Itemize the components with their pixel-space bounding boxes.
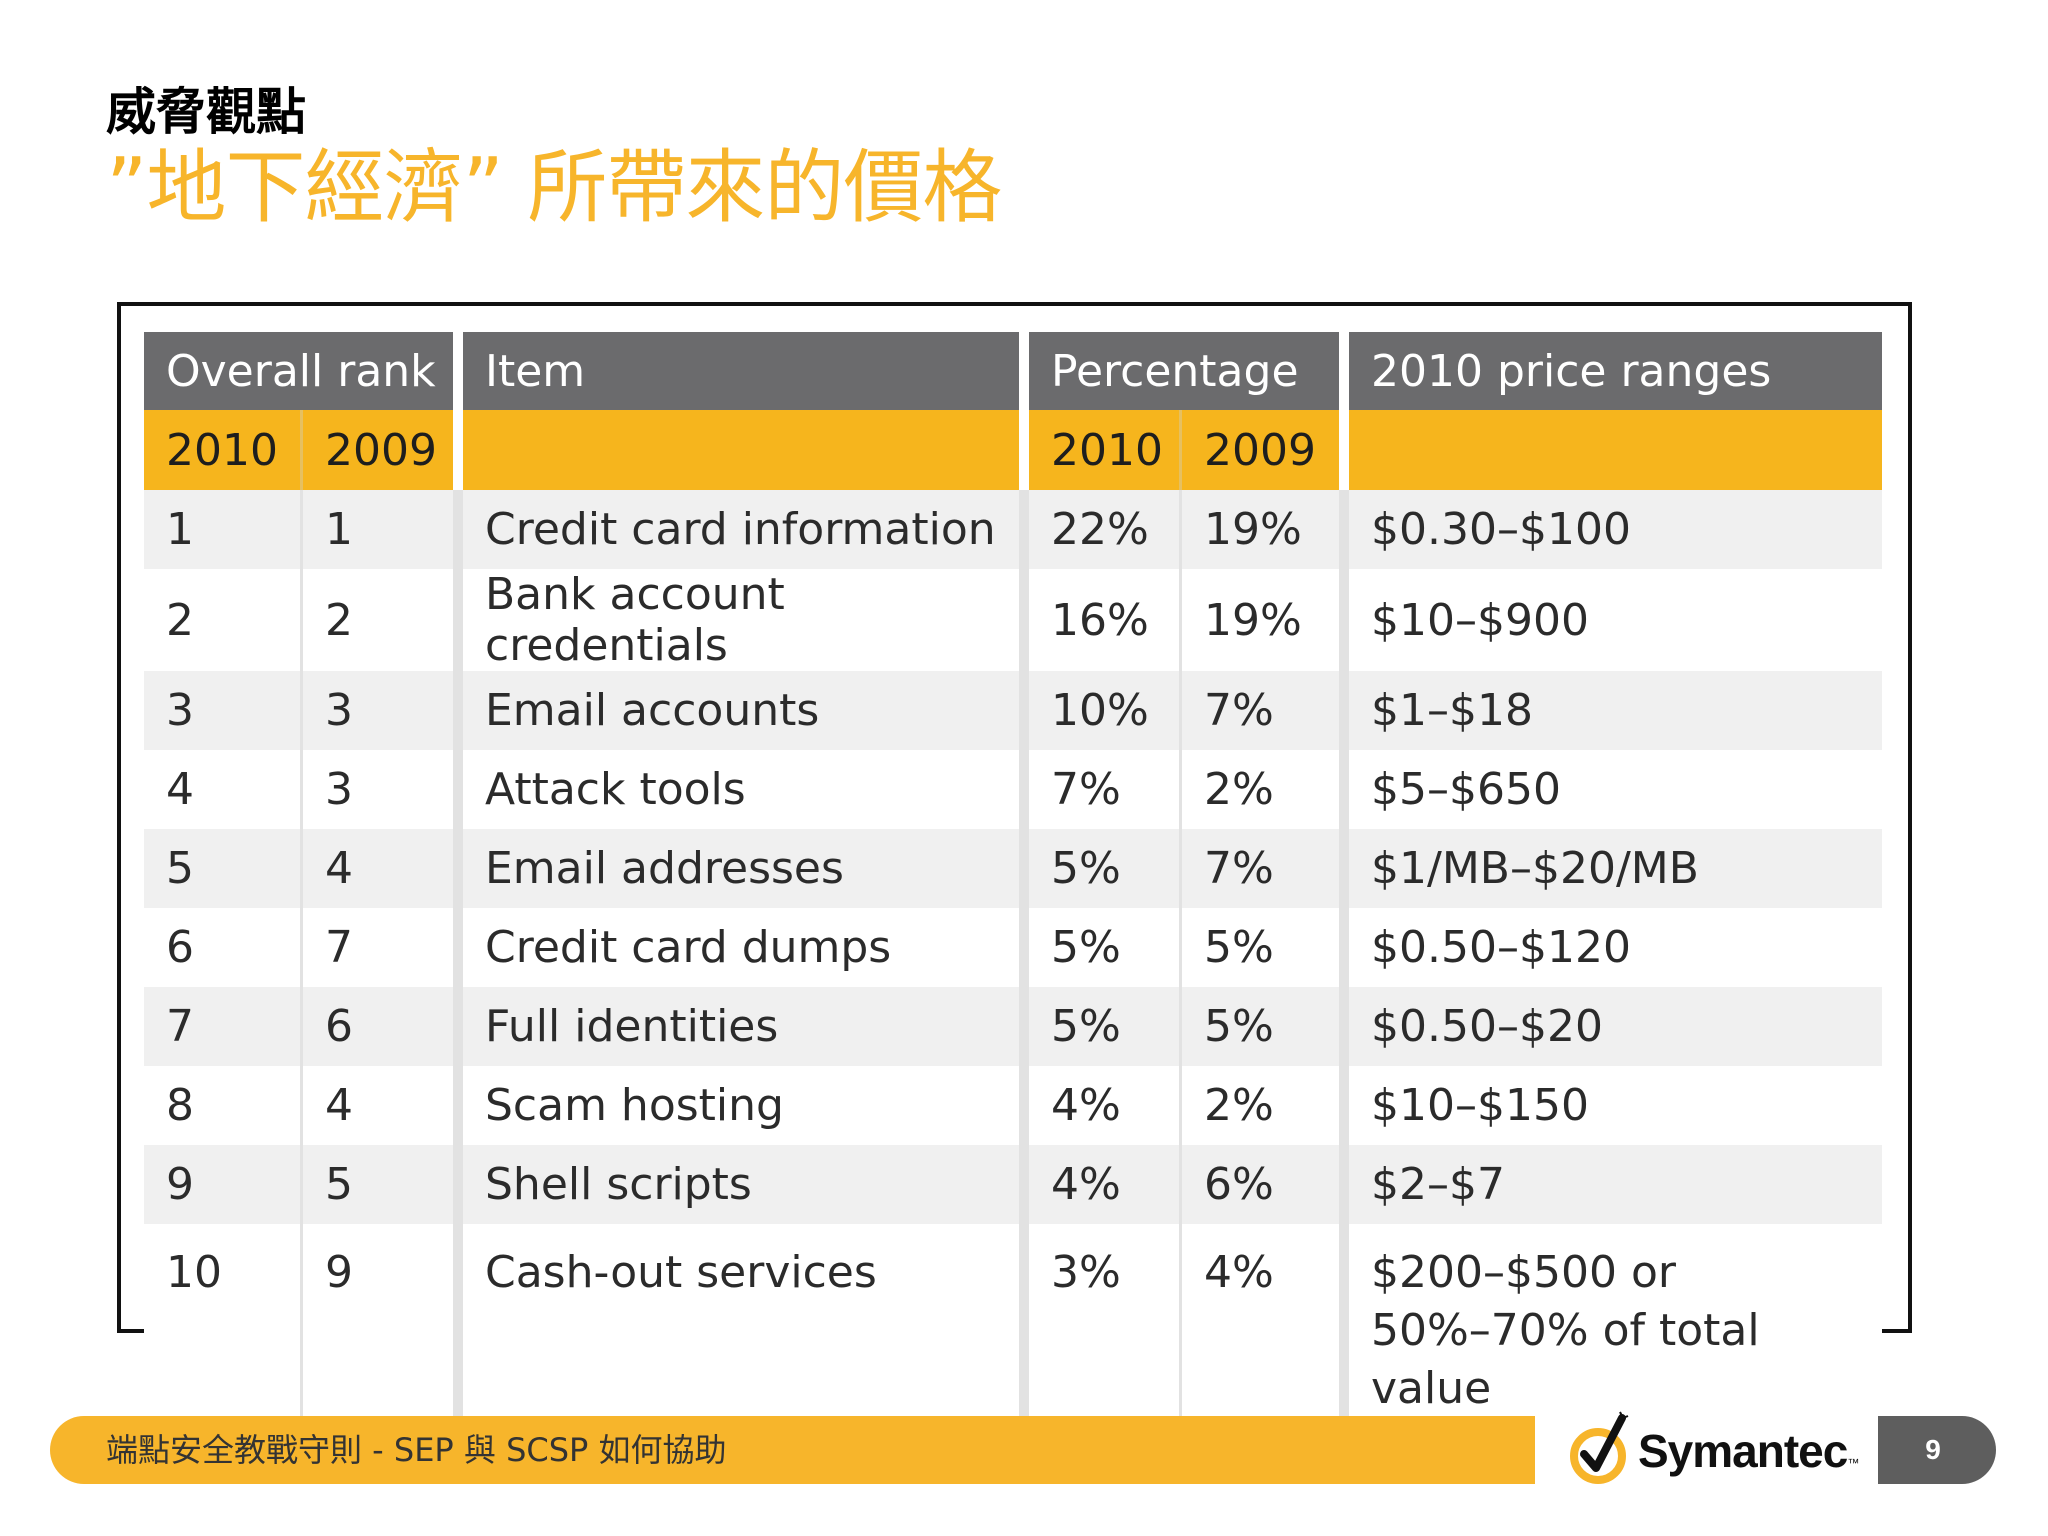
header-item: Item bbox=[453, 332, 1019, 410]
rank-2009-cell: 1 bbox=[300, 490, 453, 569]
rank-2010-cell: 6 bbox=[144, 908, 300, 987]
price-range-cell: $1–$18 bbox=[1339, 671, 1882, 750]
year-pct-2010: 2010 bbox=[1019, 410, 1179, 490]
footer-text: 端點安全教戰守則 - SEP 與 SCSP 如何協助 bbox=[106, 1431, 727, 1469]
pct-2009-cell: 2% bbox=[1179, 750, 1339, 829]
rank-2009-cell: 3 bbox=[300, 671, 453, 750]
rank-2009-cell: 2 bbox=[300, 569, 453, 671]
rank-2009-cell: 4 bbox=[300, 829, 453, 908]
table-row: 10 9 Cash-out services 3% 4% $200–$500 or 50%–… bbox=[144, 1224, 1882, 1418]
year-price-blank bbox=[1339, 410, 1882, 490]
price-range-cell: $5–$650 bbox=[1339, 750, 1882, 829]
rank-2010-cell: 2 bbox=[144, 569, 300, 671]
pct-2010-cell: 4% bbox=[1019, 1145, 1179, 1224]
rank-2009-cell: 9 bbox=[300, 1224, 453, 1418]
price-range-cell: $0.30–$100 bbox=[1339, 490, 1882, 569]
rank-2010-cell: 3 bbox=[144, 671, 300, 750]
price-range-cell: $0.50–$120 bbox=[1339, 908, 1882, 987]
pct-2009-cell: 19% bbox=[1179, 490, 1339, 569]
price-range-line: $200–$500 or bbox=[1371, 1247, 1676, 1298]
rank-2009-cell: 7 bbox=[300, 908, 453, 987]
item-cell: Scam hosting bbox=[453, 1066, 1019, 1145]
price-table: Overall rank Item Percentage 2010 price … bbox=[144, 332, 1882, 1418]
slide-title: ”地下經濟” 所帶來的價格 bbox=[106, 141, 1002, 234]
rank-2010-cell: 7 bbox=[144, 987, 300, 1066]
symantec-logo: Symantec™ bbox=[1568, 1410, 1859, 1490]
year-rank-2010: 2010 bbox=[144, 410, 300, 490]
table-year-row: 2010 2009 2010 2009 bbox=[144, 410, 1882, 490]
page-number: 9 bbox=[1925, 1434, 1941, 1465]
pct-2010-cell: 5% bbox=[1019, 829, 1179, 908]
table-row: 9 5 Shell scripts 4% 6% $2–$7 bbox=[144, 1145, 1882, 1224]
pct-2009-cell: 5% bbox=[1179, 987, 1339, 1066]
table-row: 2 2 Bank account credentials 16% 19% $10–$900 bbox=[144, 569, 1882, 671]
pct-2010-cell: 5% bbox=[1019, 908, 1179, 987]
rank-2009-cell: 3 bbox=[300, 750, 453, 829]
page-number-tab: 9 bbox=[1878, 1416, 1996, 1484]
item-cell: Email addresses bbox=[453, 829, 1019, 908]
item-cell: Full identities bbox=[453, 987, 1019, 1066]
item-cell: Bank account credentials bbox=[453, 569, 1019, 671]
price-range-cell: $10–$900 bbox=[1339, 569, 1882, 671]
header-price-ranges: 2010 price ranges bbox=[1339, 332, 1882, 410]
item-cell: Credit card information bbox=[453, 490, 1019, 569]
slide-heading: 威脅觀點 bbox=[106, 83, 306, 141]
pct-2010-cell: 3% bbox=[1019, 1224, 1179, 1418]
table-row: 5 4 Email addresses 5% 7% $1/MB–$20/MB bbox=[144, 829, 1882, 908]
price-range-cell: $1/MB–$20/MB bbox=[1339, 829, 1882, 908]
footer-bar bbox=[50, 1416, 1535, 1484]
table-body: 1 1 Credit card information 22% 19% $0.30–$10… bbox=[144, 490, 1882, 1418]
price-range-cell: $10–$150 bbox=[1339, 1066, 1882, 1145]
pct-2009-cell: 5% bbox=[1179, 908, 1339, 987]
item-cell: Cash-out services bbox=[453, 1224, 1019, 1418]
pct-2009-cell: 7% bbox=[1179, 829, 1339, 908]
header-overall-rank: Overall rank bbox=[144, 332, 453, 410]
pct-2009-cell: 6% bbox=[1179, 1145, 1339, 1224]
item-cell: Credit card dumps bbox=[453, 908, 1019, 987]
table-row: 6 7 Credit card dumps 5% 5% $0.50–$120 bbox=[144, 908, 1882, 987]
price-range-cell: $2–$7 bbox=[1339, 1145, 1882, 1224]
rank-2009-cell: 4 bbox=[300, 1066, 453, 1145]
table-row: 3 3 Email accounts 10% 7% $1–$18 bbox=[144, 671, 1882, 750]
pct-2010-cell: 16% bbox=[1019, 569, 1179, 671]
table-row: 1 1 Credit card information 22% 19% $0.30–$10… bbox=[144, 490, 1882, 569]
table-header-row: Overall rank Item Percentage 2010 price … bbox=[144, 332, 1882, 410]
rank-2009-cell: 5 bbox=[300, 1145, 453, 1224]
pct-2009-cell: 19% bbox=[1179, 569, 1339, 671]
year-item-blank bbox=[453, 410, 1019, 490]
item-cell: Attack tools bbox=[453, 750, 1019, 829]
table-row: 7 6 Full identities 5% 5% $0.50–$20 bbox=[144, 987, 1882, 1066]
table-row: 8 4 Scam hosting 4% 2% $10–$150 bbox=[144, 1066, 1882, 1145]
rank-2010-cell: 5 bbox=[144, 829, 300, 908]
checkmark-logo-icon bbox=[1570, 1411, 1629, 1484]
pct-2010-cell: 10% bbox=[1019, 671, 1179, 750]
header-percentage: Percentage bbox=[1019, 332, 1339, 410]
logo-wordmark: Symantec™ bbox=[1638, 1425, 1859, 1477]
pct-2009-cell: 7% bbox=[1179, 671, 1339, 750]
price-range-cell: $200–$500 or 50%–70% of total value bbox=[1339, 1224, 1882, 1418]
rank-2010-cell: 9 bbox=[144, 1145, 300, 1224]
pct-2010-cell: 4% bbox=[1019, 1066, 1179, 1145]
item-cell: Email accounts bbox=[453, 671, 1019, 750]
price-range-cell: $0.50–$20 bbox=[1339, 987, 1882, 1066]
rank-2009-cell: 6 bbox=[300, 987, 453, 1066]
pct-2010-cell: 22% bbox=[1019, 490, 1179, 569]
table-row: 4 3 Attack tools 7% 2% $5–$650 bbox=[144, 750, 1882, 829]
pct-2010-cell: 7% bbox=[1019, 750, 1179, 829]
rank-2010-cell: 10 bbox=[144, 1224, 300, 1418]
pct-2009-cell: 2% bbox=[1179, 1066, 1339, 1145]
pct-2010-cell: 5% bbox=[1019, 987, 1179, 1066]
rank-2010-cell: 1 bbox=[144, 490, 300, 569]
rank-2010-cell: 8 bbox=[144, 1066, 300, 1145]
item-cell: Shell scripts bbox=[453, 1145, 1019, 1224]
price-range-line: 50%–70% of total value bbox=[1371, 1305, 1760, 1414]
rank-2010-cell: 4 bbox=[144, 750, 300, 829]
pct-2009-cell: 4% bbox=[1179, 1224, 1339, 1418]
year-rank-2009: 2009 bbox=[300, 410, 453, 490]
year-pct-2009: 2009 bbox=[1179, 410, 1339, 490]
